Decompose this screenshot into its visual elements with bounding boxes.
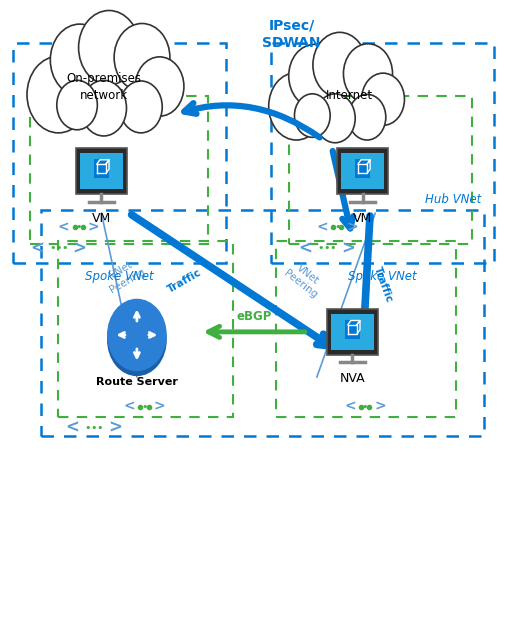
Text: >: > bbox=[108, 418, 122, 437]
Text: >: > bbox=[347, 221, 358, 234]
Circle shape bbox=[114, 23, 170, 91]
Text: VNet
Peering: VNet Peering bbox=[101, 255, 147, 295]
Text: •: • bbox=[324, 243, 330, 253]
Text: eBGP: eBGP bbox=[237, 310, 272, 323]
Text: <: < bbox=[344, 400, 355, 413]
Circle shape bbox=[81, 80, 127, 136]
Text: •: • bbox=[141, 402, 148, 412]
Circle shape bbox=[269, 72, 324, 140]
Bar bbox=[80, 153, 123, 189]
Circle shape bbox=[343, 44, 392, 104]
Bar bbox=[58, 241, 233, 417]
Text: VM: VM bbox=[353, 211, 372, 225]
Text: Internet: Internet bbox=[327, 89, 373, 103]
Text: •: • bbox=[61, 243, 67, 253]
Text: <: < bbox=[299, 239, 313, 258]
Text: <: < bbox=[58, 221, 69, 234]
Text: Hub VNet: Hub VNet bbox=[425, 193, 482, 206]
Bar bbox=[76, 148, 127, 194]
Text: NVA: NVA bbox=[340, 372, 365, 386]
Text: Spoke VNet: Spoke VNet bbox=[348, 270, 417, 283]
Text: >: > bbox=[375, 400, 386, 413]
Text: <: < bbox=[65, 418, 80, 437]
Text: <: < bbox=[316, 221, 328, 234]
Text: Traffic: Traffic bbox=[372, 265, 394, 303]
Bar bbox=[94, 159, 109, 178]
Circle shape bbox=[295, 94, 330, 137]
Bar bbox=[345, 320, 360, 339]
Bar bbox=[331, 313, 374, 350]
Ellipse shape bbox=[108, 304, 166, 375]
Circle shape bbox=[57, 80, 97, 130]
Text: •: • bbox=[91, 423, 97, 433]
Bar bbox=[271, 43, 494, 263]
Bar bbox=[30, 96, 208, 244]
Circle shape bbox=[50, 24, 109, 96]
Text: >: > bbox=[341, 239, 355, 258]
Bar bbox=[41, 210, 484, 436]
Circle shape bbox=[79, 11, 139, 85]
Circle shape bbox=[27, 56, 90, 133]
Circle shape bbox=[361, 73, 405, 125]
Text: IPsec/
SDWAN: IPsec/ SDWAN bbox=[262, 19, 321, 49]
Text: <: < bbox=[124, 400, 135, 413]
Circle shape bbox=[313, 32, 367, 98]
Text: On-premises
network: On-premises network bbox=[66, 72, 141, 101]
Text: •: • bbox=[97, 423, 103, 433]
Text: <: < bbox=[30, 239, 44, 258]
Bar bbox=[327, 308, 378, 355]
Text: •: • bbox=[76, 222, 82, 232]
Bar bbox=[276, 241, 456, 417]
Text: •: • bbox=[49, 243, 55, 253]
Circle shape bbox=[120, 81, 162, 133]
Bar bbox=[355, 159, 370, 178]
Text: Traffic: Traffic bbox=[166, 268, 204, 295]
Circle shape bbox=[315, 94, 355, 143]
Text: VM: VM bbox=[92, 211, 111, 225]
Text: •: • bbox=[362, 402, 368, 412]
Bar bbox=[13, 43, 226, 263]
Text: Spoke VNet: Spoke VNet bbox=[85, 270, 154, 283]
Text: •: • bbox=[330, 243, 336, 253]
Bar bbox=[289, 96, 472, 244]
Text: •: • bbox=[318, 243, 324, 253]
Circle shape bbox=[288, 44, 341, 108]
Bar bbox=[337, 148, 388, 194]
Circle shape bbox=[348, 95, 386, 140]
Text: >: > bbox=[73, 239, 87, 258]
Ellipse shape bbox=[108, 299, 166, 370]
Text: >: > bbox=[88, 221, 99, 234]
Text: VNet
Peering: VNet Peering bbox=[282, 258, 327, 300]
Text: Route Server: Route Server bbox=[96, 377, 178, 387]
Text: •: • bbox=[85, 423, 91, 433]
Circle shape bbox=[135, 57, 184, 116]
Text: •: • bbox=[334, 222, 340, 232]
Text: >: > bbox=[154, 400, 165, 413]
Bar bbox=[341, 153, 384, 189]
Text: •: • bbox=[55, 243, 61, 253]
